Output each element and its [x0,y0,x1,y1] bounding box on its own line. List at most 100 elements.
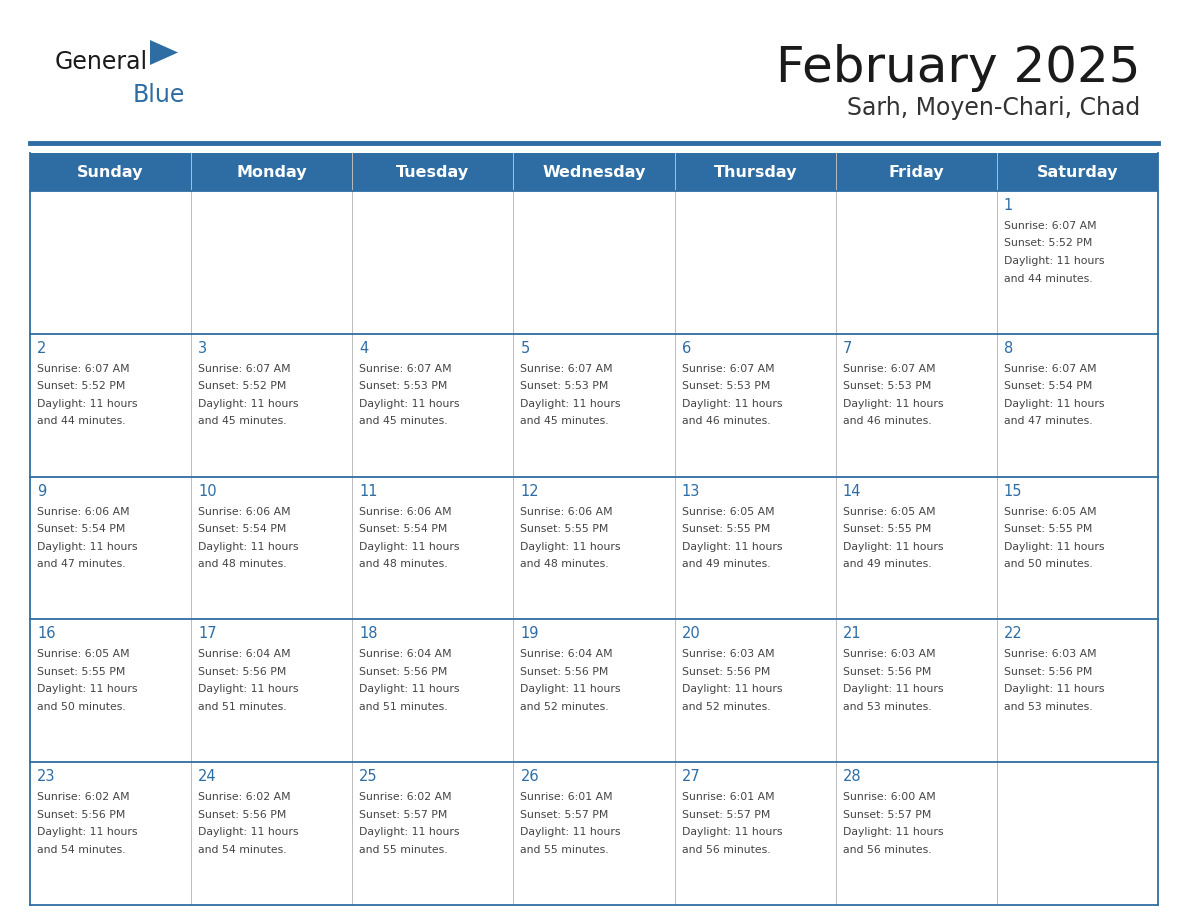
Text: Tuesday: Tuesday [397,164,469,180]
Text: Sunrise: 6:01 AM: Sunrise: 6:01 AM [520,792,613,802]
Text: 21: 21 [842,626,861,642]
Bar [513,476,675,620]
Text: Daylight: 11 hours: Daylight: 11 hours [842,398,943,409]
Text: and 48 minutes.: and 48 minutes. [198,559,286,569]
Text: 23: 23 [37,769,56,784]
Text: Sunrise: 6:07 AM: Sunrise: 6:07 AM [1004,221,1097,231]
Text: and 53 minutes.: and 53 minutes. [842,702,931,711]
Text: Sunrise: 6:03 AM: Sunrise: 6:03 AM [682,649,775,659]
Text: Sunset: 5:55 PM: Sunset: 5:55 PM [520,524,608,534]
Bar [997,620,1158,762]
Text: Sunrise: 6:06 AM: Sunrise: 6:06 AM [520,507,613,517]
Text: 6: 6 [682,341,690,356]
Bar [513,334,675,476]
Text: General: General [55,50,148,74]
Text: and 56 minutes.: and 56 minutes. [842,845,931,855]
Text: 2: 2 [37,341,46,356]
Text: and 52 minutes.: and 52 minutes. [520,702,609,711]
Bar [353,334,513,476]
Bar [513,762,675,905]
Text: and 50 minutes.: and 50 minutes. [1004,559,1093,569]
Text: Sunset: 5:54 PM: Sunset: 5:54 PM [1004,381,1092,391]
Text: Daylight: 11 hours: Daylight: 11 hours [520,827,621,837]
Text: Sunrise: 6:03 AM: Sunrise: 6:03 AM [842,649,935,659]
Text: Sunrise: 6:05 AM: Sunrise: 6:05 AM [37,649,129,659]
Text: 1: 1 [1004,198,1013,213]
Text: Sarh, Moyen-Chari, Chad: Sarh, Moyen-Chari, Chad [847,96,1140,120]
Text: Daylight: 11 hours: Daylight: 11 hours [842,685,943,694]
Text: Sunrise: 6:07 AM: Sunrise: 6:07 AM [520,364,613,374]
Bar [675,334,835,476]
Bar [997,334,1158,476]
Text: and 49 minutes.: and 49 minutes. [842,559,931,569]
Text: February 2025: February 2025 [776,44,1140,92]
Text: and 55 minutes.: and 55 minutes. [520,845,609,855]
Text: Sunset: 5:52 PM: Sunset: 5:52 PM [37,381,126,391]
Text: Sunrise: 6:01 AM: Sunrise: 6:01 AM [682,792,775,802]
Text: and 44 minutes.: and 44 minutes. [37,416,126,426]
Text: 27: 27 [682,769,700,784]
Text: Sunrise: 6:07 AM: Sunrise: 6:07 AM [37,364,129,374]
Text: Sunset: 5:57 PM: Sunset: 5:57 PM [682,810,770,820]
Text: Sunset: 5:53 PM: Sunset: 5:53 PM [359,381,448,391]
Bar [835,191,997,334]
Text: Sunset: 5:57 PM: Sunset: 5:57 PM [842,810,931,820]
Text: Sunrise: 6:06 AM: Sunrise: 6:06 AM [198,507,291,517]
Text: Daylight: 11 hours: Daylight: 11 hours [37,398,138,409]
Text: Daylight: 11 hours: Daylight: 11 hours [198,827,298,837]
Text: Sunrise: 6:00 AM: Sunrise: 6:00 AM [842,792,935,802]
Text: and 52 minutes.: and 52 minutes. [682,702,770,711]
Text: Sunset: 5:54 PM: Sunset: 5:54 PM [359,524,448,534]
Text: Sunset: 5:56 PM: Sunset: 5:56 PM [198,666,286,677]
Bar [997,476,1158,620]
Text: and 45 minutes.: and 45 minutes. [520,416,609,426]
Text: Daylight: 11 hours: Daylight: 11 hours [682,685,782,694]
Text: Daylight: 11 hours: Daylight: 11 hours [198,398,298,409]
Text: and 48 minutes.: and 48 minutes. [520,559,609,569]
Text: and 48 minutes.: and 48 minutes. [359,559,448,569]
Text: 5: 5 [520,341,530,356]
Text: and 46 minutes.: and 46 minutes. [682,416,770,426]
Text: 15: 15 [1004,484,1023,498]
Text: 13: 13 [682,484,700,498]
Text: Daylight: 11 hours: Daylight: 11 hours [520,398,621,409]
Bar [30,620,191,762]
Text: and 54 minutes.: and 54 minutes. [198,845,286,855]
Text: Sunrise: 6:05 AM: Sunrise: 6:05 AM [842,507,935,517]
Text: Sunset: 5:56 PM: Sunset: 5:56 PM [520,666,608,677]
Text: Sunset: 5:54 PM: Sunset: 5:54 PM [198,524,286,534]
Text: 3: 3 [198,341,207,356]
Polygon shape [150,40,178,65]
Bar [191,476,353,620]
Text: 14: 14 [842,484,861,498]
Text: Daylight: 11 hours: Daylight: 11 hours [842,827,943,837]
Text: and 47 minutes.: and 47 minutes. [1004,416,1093,426]
Text: Daylight: 11 hours: Daylight: 11 hours [1004,685,1105,694]
Text: and 45 minutes.: and 45 minutes. [359,416,448,426]
Text: Daylight: 11 hours: Daylight: 11 hours [37,542,138,552]
Bar [997,762,1158,905]
Text: Daylight: 11 hours: Daylight: 11 hours [359,827,460,837]
Text: Sunset: 5:56 PM: Sunset: 5:56 PM [842,666,931,677]
Bar [997,191,1158,334]
Text: Daylight: 11 hours: Daylight: 11 hours [37,685,138,694]
Bar [675,762,835,905]
Text: Daylight: 11 hours: Daylight: 11 hours [520,542,621,552]
Text: 20: 20 [682,626,700,642]
Text: Daylight: 11 hours: Daylight: 11 hours [842,542,943,552]
Text: 16: 16 [37,626,56,642]
Text: Daylight: 11 hours: Daylight: 11 hours [359,542,460,552]
Text: 25: 25 [359,769,378,784]
Bar [191,620,353,762]
Text: Sunset: 5:56 PM: Sunset: 5:56 PM [359,666,448,677]
Bar [835,762,997,905]
Text: Sunrise: 6:05 AM: Sunrise: 6:05 AM [682,507,775,517]
Bar [30,153,1158,191]
Text: and 51 minutes.: and 51 minutes. [359,702,448,711]
Text: Sunset: 5:57 PM: Sunset: 5:57 PM [359,810,448,820]
Text: 26: 26 [520,769,539,784]
Text: Sunrise: 6:04 AM: Sunrise: 6:04 AM [520,649,613,659]
Text: Sunset: 5:52 PM: Sunset: 5:52 PM [198,381,286,391]
Text: Sunset: 5:56 PM: Sunset: 5:56 PM [1004,666,1092,677]
Bar [353,762,513,905]
